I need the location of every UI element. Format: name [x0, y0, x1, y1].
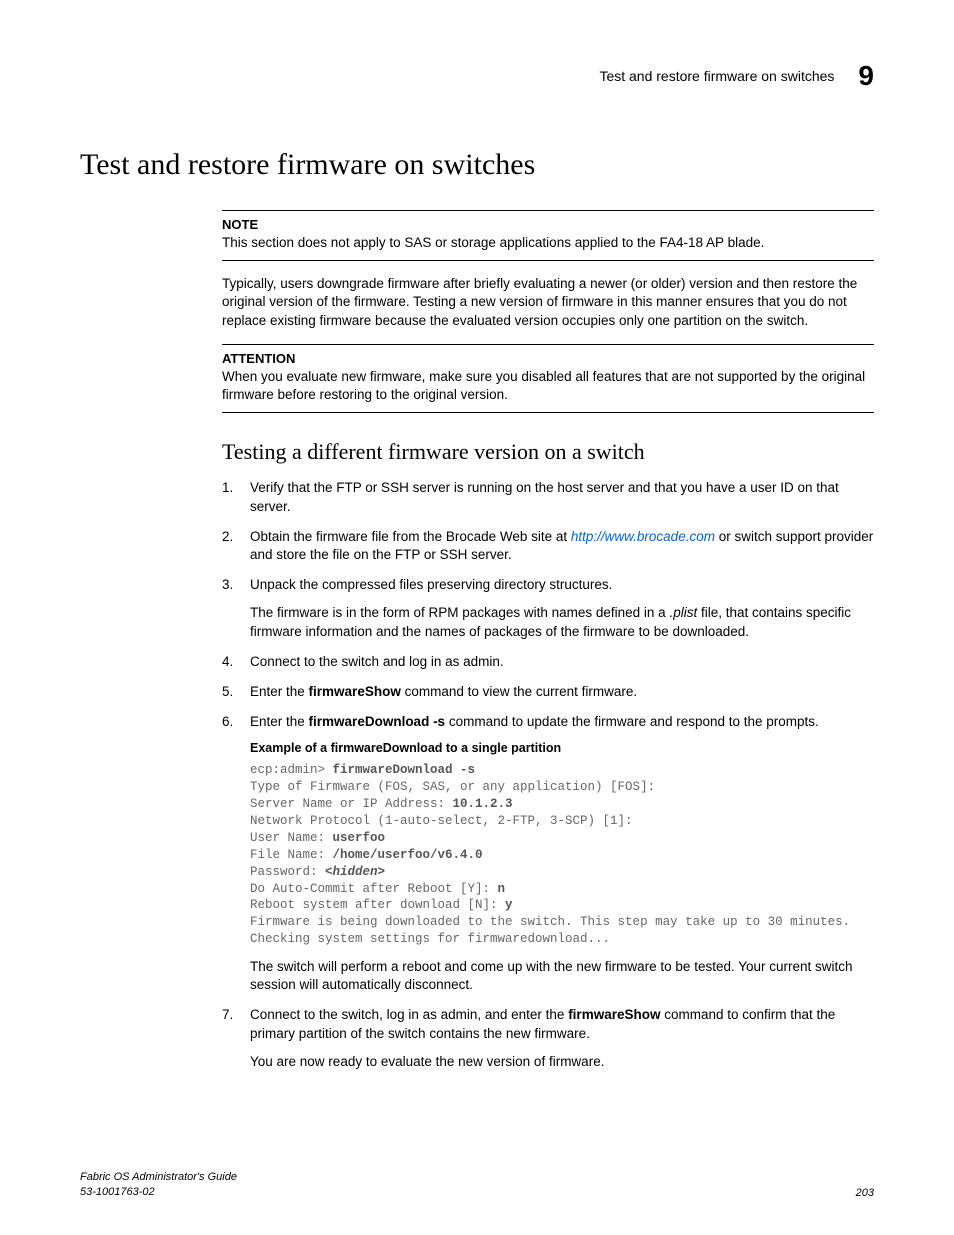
step-7-a: Connect to the switch, log in as admin, …: [250, 1007, 568, 1022]
note-text: This section does not apply to SAS or st…: [222, 234, 874, 252]
code-block: ecp:admin> firmwareDownload -s Type of F…: [250, 762, 874, 948]
step-4-text: Connect to the switch and log in as admi…: [250, 653, 874, 671]
step-7-text: Connect to the switch, log in as admin, …: [250, 1006, 874, 1042]
step-3-sub-a: The firmware is in the form of RPM packa…: [250, 605, 669, 620]
step-6-after: The switch will perform a reboot and com…: [250, 958, 874, 994]
attention-label: ATTENTION: [222, 351, 874, 366]
step-2: Obtain the firmware file from the Brocad…: [222, 528, 874, 564]
step-6-b: command to update the firmware and respo…: [445, 714, 819, 729]
code-l4: Network Protocol (1-auto-select, 2-FTP, …: [250, 814, 633, 828]
step-7: Connect to the switch, log in as admin, …: [222, 1006, 874, 1071]
content-column: NOTE This section does not apply to SAS …: [222, 210, 874, 1071]
step-6-a: Enter the: [250, 714, 309, 729]
page-footer: Fabric OS Administrator's Guide 53-10017…: [80, 1170, 874, 1199]
code-l9a: Reboot system after download [N]:: [250, 898, 505, 912]
code-l5b: userfoo: [333, 831, 386, 845]
brocade-link[interactable]: http://www.brocade.com: [571, 529, 715, 544]
intro-paragraph: Typically, users downgrade firmware afte…: [222, 275, 874, 330]
code-l5a: User Name:: [250, 831, 333, 845]
step-2-text: Obtain the firmware file from the Brocad…: [250, 528, 874, 564]
step-3-sub: The firmware is in the form of RPM packa…: [250, 604, 874, 640]
code-l10: Firmware is being downloaded to the swit…: [250, 915, 850, 929]
step-5-text: Enter the firmwareShow command to view t…: [250, 683, 874, 701]
page-title: Test and restore firmware on switches: [80, 148, 874, 182]
code-l1b: firmwareDownload -s: [333, 763, 476, 777]
step-6: Enter the firmwareDownload -s command to…: [222, 713, 874, 994]
example-title: Example of a firmwareDownload to a singl…: [250, 740, 874, 757]
code-l9b: y: [505, 898, 513, 912]
subheading: Testing a different firmware version on …: [222, 439, 874, 465]
note-rule-top: [222, 210, 874, 211]
footer-left: Fabric OS Administrator's Guide 53-10017…: [80, 1170, 237, 1199]
step-5-b: command to view the current firmware.: [401, 684, 637, 699]
step-2-text-a: Obtain the firmware file from the Brocad…: [250, 529, 571, 544]
chapter-number: 9: [858, 60, 874, 92]
step-1: Verify that the FTP or SSH server is run…: [222, 479, 874, 515]
attention-rule-top: [222, 344, 874, 345]
code-l6a: File Name:: [250, 848, 333, 862]
step-7-sub: You are now ready to evaluate the new ve…: [250, 1053, 874, 1071]
attention-rule-bottom: [222, 412, 874, 413]
firmwareshow-cmd: firmwareShow: [309, 684, 401, 699]
firmwaredownload-cmd: firmwareDownload -s: [309, 714, 446, 729]
step-4: Connect to the switch and log in as admi…: [222, 653, 874, 671]
code-l7a: Password:: [250, 865, 325, 879]
code-l7b: <hidden>: [325, 865, 385, 879]
footer-page: 203: [856, 1187, 874, 1199]
step-1-text: Verify that the FTP or SSH server is run…: [250, 479, 874, 515]
note-rule-bottom: [222, 260, 874, 261]
page-header: Test and restore firmware on switches 9: [80, 60, 874, 92]
step-6-text: Enter the firmwareDownload -s command to…: [250, 713, 874, 731]
step-3: Unpack the compressed files preserving d…: [222, 576, 874, 641]
step-3-text: Unpack the compressed files preserving d…: [250, 576, 874, 594]
code-l6b: /home/userfoo/v6.4.0: [333, 848, 483, 862]
footer-book: Fabric OS Administrator's Guide: [80, 1170, 237, 1184]
steps-list: Verify that the FTP or SSH server is run…: [222, 479, 874, 1071]
footer-docnum: 53-1001763-02: [80, 1185, 237, 1199]
code-l11: Checking system settings for firmwaredow…: [250, 932, 610, 946]
note-label: NOTE: [222, 217, 874, 232]
code-l3a: Server Name or IP Address:: [250, 797, 453, 811]
code-l8a: Do Auto-Commit after Reboot [Y]:: [250, 882, 498, 896]
step-5: Enter the firmwareShow command to view t…: [222, 683, 874, 701]
code-l1a: ecp:admin>: [250, 763, 333, 777]
step-5-a: Enter the: [250, 684, 309, 699]
code-l8b: n: [498, 882, 506, 896]
plist-filename: .plist: [669, 605, 697, 620]
running-title: Test and restore firmware on switches: [599, 68, 834, 84]
code-l3b: 10.1.2.3: [453, 797, 513, 811]
attention-text: When you evaluate new firmware, make sur…: [222, 368, 874, 404]
code-l2: Type of Firmware (FOS, SAS, or any appli…: [250, 780, 655, 794]
firmwareshow-cmd-2: firmwareShow: [568, 1007, 660, 1022]
